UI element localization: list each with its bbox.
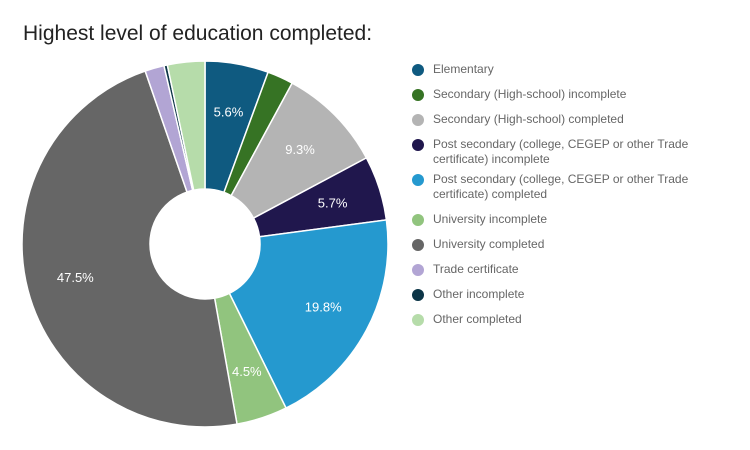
chart-title: Highest level of education completed:: [23, 22, 373, 45]
legend-label: Post secondary (college, CEGEP or other …: [433, 137, 689, 166]
legend-swatch: [412, 88, 424, 101]
slice-university-completed: [21, 70, 238, 428]
legend-item-post-secondary-college-cegep-or-other-trade-certificate-incomplete: Post secondary (college, CEGEP or other …: [412, 137, 732, 167]
legend-swatch: [412, 288, 424, 301]
legend-label: Elementary: [433, 62, 494, 76]
legend-label: University completed: [433, 237, 545, 251]
legend-swatch: [412, 213, 424, 226]
legend-item-elementary: Elementary: [412, 62, 732, 77]
legend-swatch: [412, 263, 424, 276]
legend-item-other-incomplete: Other incomplete: [412, 287, 732, 302]
slice-label-university-completed: 47.5%: [57, 270, 94, 285]
legend-swatch: [412, 313, 424, 326]
legend-item-university-incomplete: University incomplete: [412, 212, 732, 227]
legend-label: Post secondary (college, CEGEP or other …: [433, 172, 689, 201]
legend-label: University incomplete: [433, 212, 548, 226]
legend-swatch: [412, 138, 424, 151]
legend-swatch: [412, 113, 424, 126]
slice-label-secondary-high-school-completed: 9.3%: [285, 142, 315, 157]
legend-item-secondary-high-school-incomplete: Secondary (High-school) incomplete: [412, 87, 732, 102]
legend-label: Trade certificate: [433, 262, 519, 276]
legend-item-other-completed: Other completed: [412, 312, 732, 327]
legend-label: Other completed: [433, 312, 522, 326]
legend-swatch: [412, 63, 424, 76]
slice-post-secondary-college-cegep-or-other-trade-certificate-completed: [228, 219, 389, 410]
slice-label-post-secondary-college-cegep-or-other-trade-certificate-incomplete: 5.7%: [318, 195, 348, 210]
legend-item-secondary-high-school-completed: Secondary (High-school) completed: [412, 112, 732, 127]
slice-label-elementary: 5.6%: [214, 105, 244, 120]
legend-swatch: [412, 173, 424, 186]
legend-label: Secondary (High-school) completed: [433, 112, 624, 126]
legend-label: Other incomplete: [433, 287, 525, 301]
legend-swatch: [412, 238, 424, 251]
legend: Elementary Secondary (High-school) incomp…: [412, 62, 732, 337]
legend-label: Secondary (High-school) incomplete: [433, 87, 627, 101]
legend-item-trade-certificate: Trade certificate: [412, 262, 732, 277]
slice-label-post-secondary-college-cegep-or-other-trade-certificate-completed: 19.8%: [305, 300, 342, 315]
slice-label-university-incomplete: 4.5%: [232, 364, 262, 379]
legend-item-post-secondary-college-cegep-or-other-trade-certificate-completed: Post secondary (college, CEGEP or other …: [412, 172, 732, 202]
slice-other-completed: [166, 60, 206, 192]
legend-item-university-completed: University completed: [412, 237, 732, 252]
